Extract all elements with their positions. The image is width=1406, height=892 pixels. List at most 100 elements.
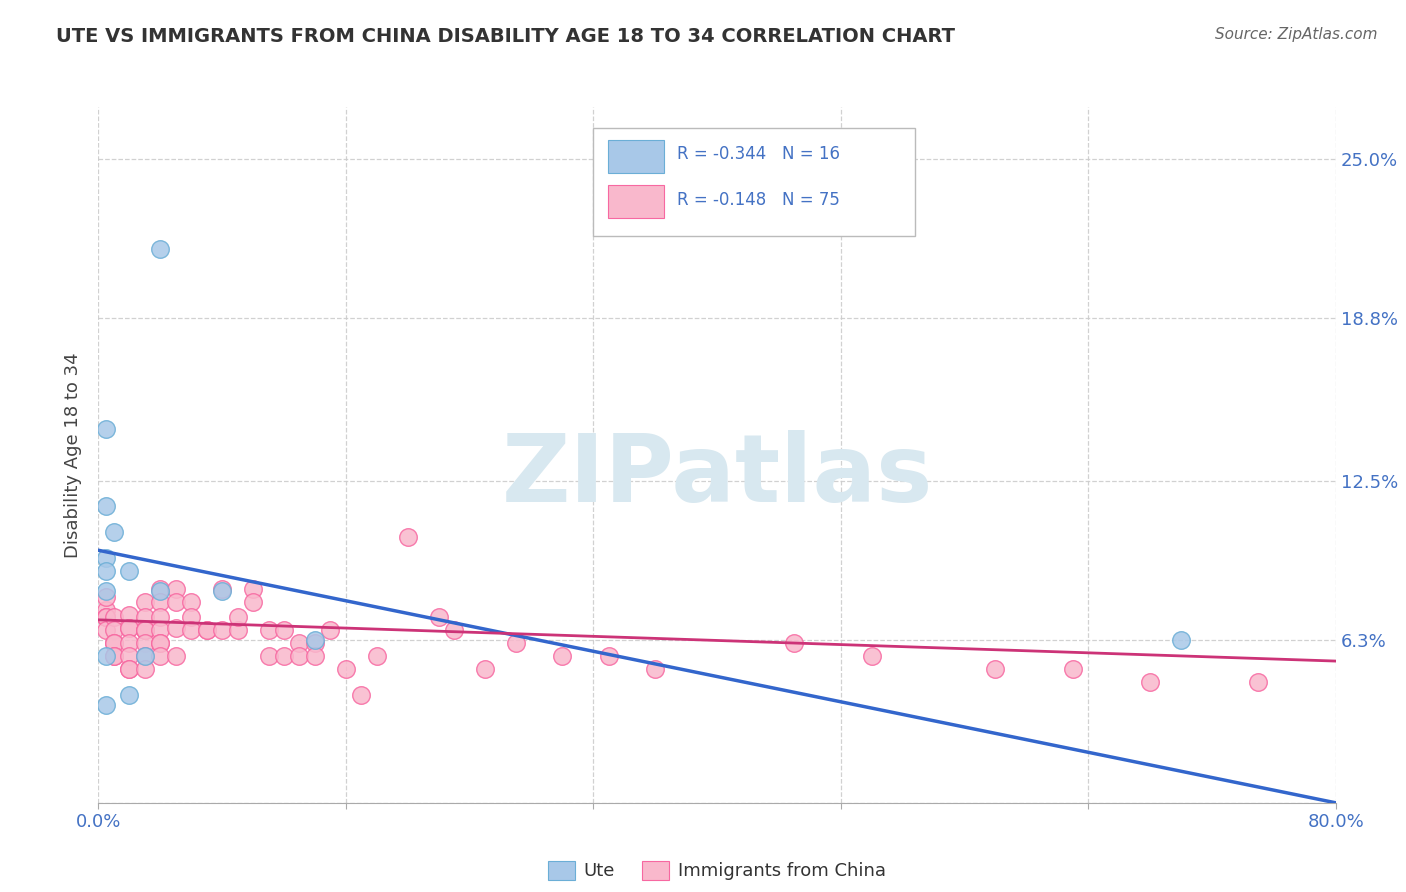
Point: [96, 698, 118, 712]
Point: [118, 564, 141, 578]
Point: [242, 582, 264, 596]
Point: [149, 623, 172, 637]
Point: [226, 610, 249, 624]
Point: [96, 584, 118, 599]
Point: [149, 582, 172, 596]
Point: [211, 623, 233, 637]
Point: [304, 636, 326, 650]
Point: [149, 636, 172, 650]
Point: [180, 595, 202, 609]
Point: [443, 623, 465, 637]
Point: [96, 602, 118, 616]
FancyBboxPatch shape: [609, 185, 664, 219]
Point: [783, 636, 806, 650]
Point: [257, 648, 280, 663]
Point: [984, 662, 1007, 676]
Point: [118, 621, 141, 635]
Point: [134, 623, 156, 637]
Point: [118, 688, 141, 702]
Point: [134, 648, 156, 663]
Point: [103, 636, 125, 650]
Point: [304, 648, 326, 663]
Point: [103, 636, 125, 650]
Point: [134, 662, 156, 676]
Point: [118, 662, 141, 676]
Point: [366, 648, 388, 663]
Point: [134, 595, 156, 609]
Point: [118, 648, 141, 663]
Point: [1062, 662, 1084, 676]
Point: [304, 633, 326, 648]
Point: [211, 582, 233, 596]
Point: [165, 595, 187, 609]
Point: [149, 584, 172, 599]
Point: [180, 623, 202, 637]
Point: [1247, 674, 1270, 689]
Point: [1170, 633, 1192, 648]
Point: [96, 590, 118, 604]
Point: [644, 662, 666, 676]
Point: [134, 648, 156, 663]
Point: [96, 623, 118, 637]
Point: [195, 623, 218, 637]
Point: [165, 582, 187, 596]
Point: [134, 623, 156, 637]
Point: [551, 648, 574, 663]
Point: [96, 610, 118, 624]
Point: [195, 623, 218, 637]
Point: [226, 623, 249, 637]
Point: [149, 648, 172, 663]
Point: [96, 564, 118, 578]
Point: [273, 648, 295, 663]
FancyBboxPatch shape: [593, 128, 915, 235]
Point: [165, 621, 187, 635]
Point: [149, 595, 172, 609]
Point: [134, 610, 156, 624]
Point: [242, 595, 264, 609]
Point: [288, 636, 311, 650]
Point: [118, 607, 141, 622]
Point: [96, 500, 118, 514]
Point: [103, 648, 125, 663]
Point: [118, 662, 141, 676]
Text: R = -0.148   N = 75: R = -0.148 N = 75: [678, 191, 841, 210]
Point: [103, 525, 125, 540]
Point: [149, 636, 172, 650]
Point: [211, 584, 233, 599]
Point: [103, 610, 125, 624]
Point: [149, 242, 172, 256]
Point: [118, 621, 141, 635]
Point: [134, 623, 156, 637]
Point: [319, 623, 342, 637]
Point: [180, 610, 202, 624]
Point: [860, 648, 883, 663]
Point: [134, 636, 156, 650]
Point: [103, 648, 125, 663]
Legend: Ute, Immigrants from China: Ute, Immigrants from China: [540, 854, 894, 888]
Point: [118, 636, 141, 650]
Point: [96, 551, 118, 566]
Point: [103, 623, 125, 637]
Text: R = -0.344   N = 16: R = -0.344 N = 16: [678, 145, 841, 163]
Point: [505, 636, 527, 650]
Point: [257, 623, 280, 637]
Point: [350, 688, 373, 702]
Point: [149, 610, 172, 624]
Text: Source: ZipAtlas.com: Source: ZipAtlas.com: [1215, 27, 1378, 42]
Text: UTE VS IMMIGRANTS FROM CHINA DISABILITY AGE 18 TO 34 CORRELATION CHART: UTE VS IMMIGRANTS FROM CHINA DISABILITY …: [56, 27, 955, 45]
Point: [96, 422, 118, 436]
Point: [96, 610, 118, 624]
Point: [335, 662, 357, 676]
Point: [96, 610, 118, 624]
Y-axis label: Disability Age 18 to 34: Disability Age 18 to 34: [65, 352, 83, 558]
Point: [396, 530, 419, 544]
Point: [273, 623, 295, 637]
Point: [96, 648, 118, 663]
Text: ZIPatlas: ZIPatlas: [502, 430, 932, 522]
Point: [598, 648, 620, 663]
Point: [474, 662, 496, 676]
Point: [165, 648, 187, 663]
Point: [1139, 674, 1161, 689]
FancyBboxPatch shape: [609, 140, 664, 173]
Point: [427, 610, 450, 624]
